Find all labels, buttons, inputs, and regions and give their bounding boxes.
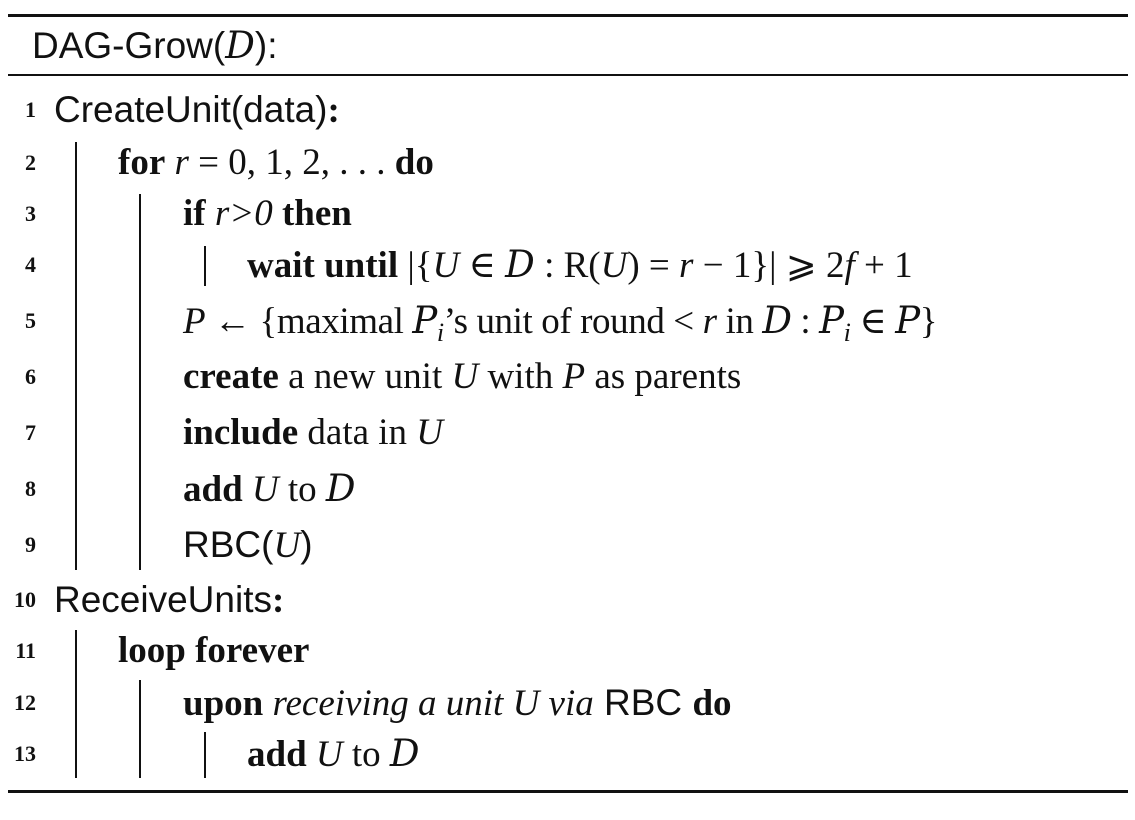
algorithm-line-2: 2 for r = 0, 1, 2, . . . do <box>0 139 1135 187</box>
algorithm-line-10: 10 ReceiveUnits: <box>0 576 1135 624</box>
indent-bar-level2-for <box>139 194 141 570</box>
header-rule <box>8 74 1128 76</box>
algorithm-line-7: 7 include data in U <box>0 409 1135 457</box>
algorithm-line-13: 13 add U to D <box>0 730 1135 778</box>
algorithm-line-5: 5 P ← {maximal Pi’s unit of round < r in… <box>0 297 1135 347</box>
line-number: 5 <box>25 308 36 333</box>
algorithm-line-9: 9 RBC(U) <box>0 521 1135 569</box>
algorithm-line-8: 8 add U to D <box>0 465 1135 513</box>
line-number: 7 <box>25 420 36 445</box>
line-number: 13 <box>14 741 36 766</box>
line-number: 2 <box>25 150 36 175</box>
top-rule <box>8 14 1128 17</box>
bottom-rule <box>8 790 1128 793</box>
line-number: 6 <box>25 364 36 389</box>
algorithm-title: DAG-Grow(D): <box>32 24 278 67</box>
procedure-name: CreateUnit(data) <box>54 89 328 130</box>
line-number: 8 <box>25 476 36 501</box>
line-number: 1 <box>25 97 36 122</box>
indent-bar-level1-createunit <box>75 142 77 570</box>
algorithm-line-6: 6 create a new unit U with P as parents <box>0 353 1135 401</box>
line-number: 4 <box>25 252 36 277</box>
line-number: 9 <box>25 532 36 557</box>
algorithm-line-4: 4 wait until |{U ∈ D : R(U) = r − 1}| ⩾ … <box>0 241 1135 289</box>
line-number: 10 <box>14 587 36 612</box>
indent-bar-level1-receive <box>75 630 77 778</box>
algorithm-line-1: 1 CreateUnit(data): <box>0 86 1135 134</box>
line-number: 3 <box>25 201 36 226</box>
indent-bar-level2-loop <box>139 680 141 778</box>
line-number: 12 <box>14 690 36 715</box>
indent-bar-level3-upon <box>204 732 206 778</box>
procedure-name: ReceiveUnits <box>54 579 272 620</box>
line-number: 11 <box>15 638 36 663</box>
algorithm-line-3: 3 if r>0 then <box>0 190 1135 238</box>
indent-bar-level3-if <box>204 246 206 286</box>
algorithm-line-12: 12 upon receiving a unit U via RBC do <box>0 679 1135 727</box>
algorithm-line-11: 11 loop forever <box>0 627 1135 675</box>
